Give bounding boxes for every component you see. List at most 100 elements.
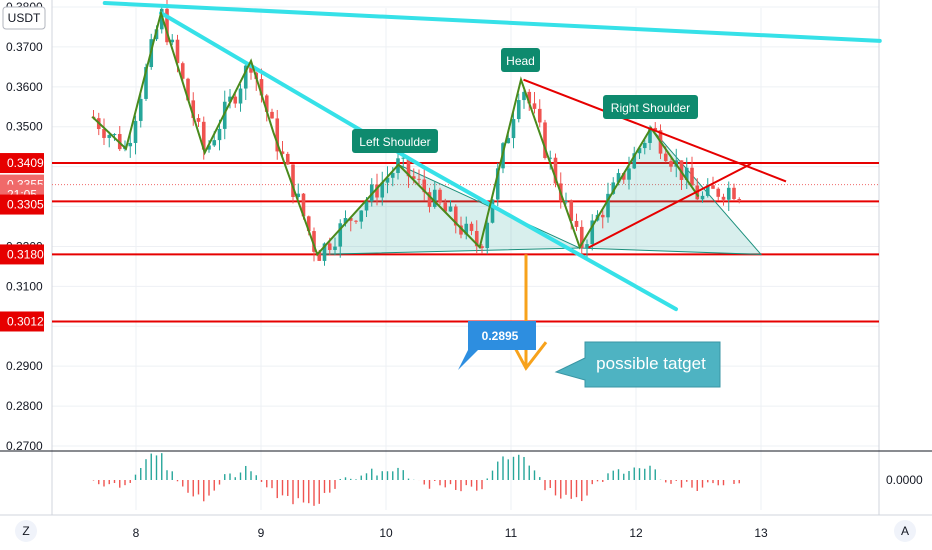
candle-body xyxy=(564,201,568,203)
candle-body xyxy=(600,214,605,218)
candle-body xyxy=(448,206,453,212)
auto-scale-icon-label: A xyxy=(901,524,909,538)
candle-body xyxy=(469,223,474,231)
candle-body xyxy=(679,160,684,180)
candle-body xyxy=(170,39,175,43)
candle-body xyxy=(380,182,385,198)
candle-body xyxy=(621,173,626,180)
oscillator-zero-text: 0.0000 xyxy=(886,473,923,487)
auto-scale-button[interactable]: A xyxy=(894,520,916,542)
price-tag-box xyxy=(0,311,44,332)
price-tick-label: 0.3700 xyxy=(6,40,43,54)
candle-body xyxy=(690,167,694,186)
candle-body xyxy=(590,220,595,245)
candle-body xyxy=(159,8,164,30)
left-shoulder-label: Left Shoulder xyxy=(352,129,438,153)
head-label: Head xyxy=(501,48,540,72)
candle-body xyxy=(259,79,264,96)
candle-body xyxy=(480,246,484,249)
candle-body xyxy=(459,225,463,235)
candle-body xyxy=(275,118,280,152)
right-shoulder-label: Right Shoulder xyxy=(603,95,698,119)
candle-body xyxy=(322,243,327,261)
candle-body xyxy=(669,161,673,167)
candle-body xyxy=(312,231,316,252)
candle-body xyxy=(207,145,211,150)
candle-body xyxy=(406,157,411,177)
candle-body xyxy=(317,251,322,261)
currency-label: USDT xyxy=(8,11,41,25)
timezone-button[interactable]: Z xyxy=(15,520,37,542)
candle-body xyxy=(238,88,243,104)
pattern-labels: Left Shoulder Head Right Shoulder 0.2895… xyxy=(352,48,721,388)
candle-body xyxy=(201,121,206,150)
candle-body xyxy=(217,128,222,141)
candle-body xyxy=(653,127,658,131)
candle-body xyxy=(354,220,358,222)
price-tick-label: 0.2900 xyxy=(6,359,43,373)
time-axis[interactable]: 8 9 10 11 12 13 xyxy=(133,526,768,540)
candle-body xyxy=(490,199,495,223)
candle-body xyxy=(107,134,112,138)
candle-body xyxy=(222,101,227,129)
target-arrow-head xyxy=(510,341,548,371)
candle-body xyxy=(511,119,516,139)
price-tag-box xyxy=(0,153,44,174)
left-shoulder-text: Left Shoulder xyxy=(359,135,430,149)
upper-trend-line xyxy=(102,1,882,43)
candle-body xyxy=(532,103,537,109)
candle-body xyxy=(516,100,521,120)
candle-body xyxy=(495,168,500,200)
candle-body xyxy=(474,230,479,247)
candle-body xyxy=(553,157,558,184)
candle-body xyxy=(348,218,353,221)
candle-body xyxy=(375,184,379,198)
candle-body xyxy=(285,153,290,165)
candle-body xyxy=(102,129,106,138)
price-tag-text: 0.3305 xyxy=(7,198,44,212)
candle-body xyxy=(128,142,133,147)
target-price-label: 0.2895 xyxy=(458,321,536,370)
candle-body xyxy=(684,167,689,180)
price-tick-label: 0.3100 xyxy=(6,279,43,293)
candle-body xyxy=(144,67,148,99)
candle-body xyxy=(732,187,736,200)
candle-body xyxy=(726,187,731,200)
price-tick-label: 0.3600 xyxy=(6,80,43,94)
candle-body xyxy=(138,98,143,121)
candle-body xyxy=(390,173,395,178)
candle-body xyxy=(522,91,526,101)
candle-body xyxy=(611,182,616,194)
time-tick-label: 11 xyxy=(505,526,518,540)
price-tag-text: 0.3012 xyxy=(7,314,44,328)
candle-body xyxy=(327,243,332,250)
currency-badge[interactable]: USDT xyxy=(2,6,46,30)
candlesticks xyxy=(91,0,742,266)
candle-body xyxy=(191,100,196,119)
candle-body xyxy=(233,96,238,104)
price-tick-label: 0.2800 xyxy=(6,399,43,413)
candle-body xyxy=(506,138,511,144)
candle-body xyxy=(548,157,553,159)
candle-body xyxy=(721,196,726,200)
candle-body xyxy=(543,122,547,159)
candle-body xyxy=(616,173,621,183)
candle-body xyxy=(422,179,427,193)
candle-body xyxy=(243,65,248,89)
candle-body xyxy=(427,192,432,207)
candle-body xyxy=(606,193,610,218)
time-tick-label: 8 xyxy=(133,526,140,540)
time-tick-label: 12 xyxy=(629,526,643,540)
price-tag-box xyxy=(0,194,44,215)
timezone-icon-label: Z xyxy=(22,524,29,538)
possible-target-callout: possible tatget xyxy=(554,341,721,388)
possible-target-text: possible tatget xyxy=(596,354,706,373)
candle-body xyxy=(527,91,532,104)
candle-body xyxy=(112,134,117,136)
wedge-top-line xyxy=(523,78,787,183)
candle-body xyxy=(364,201,369,211)
candle-body xyxy=(537,108,542,123)
